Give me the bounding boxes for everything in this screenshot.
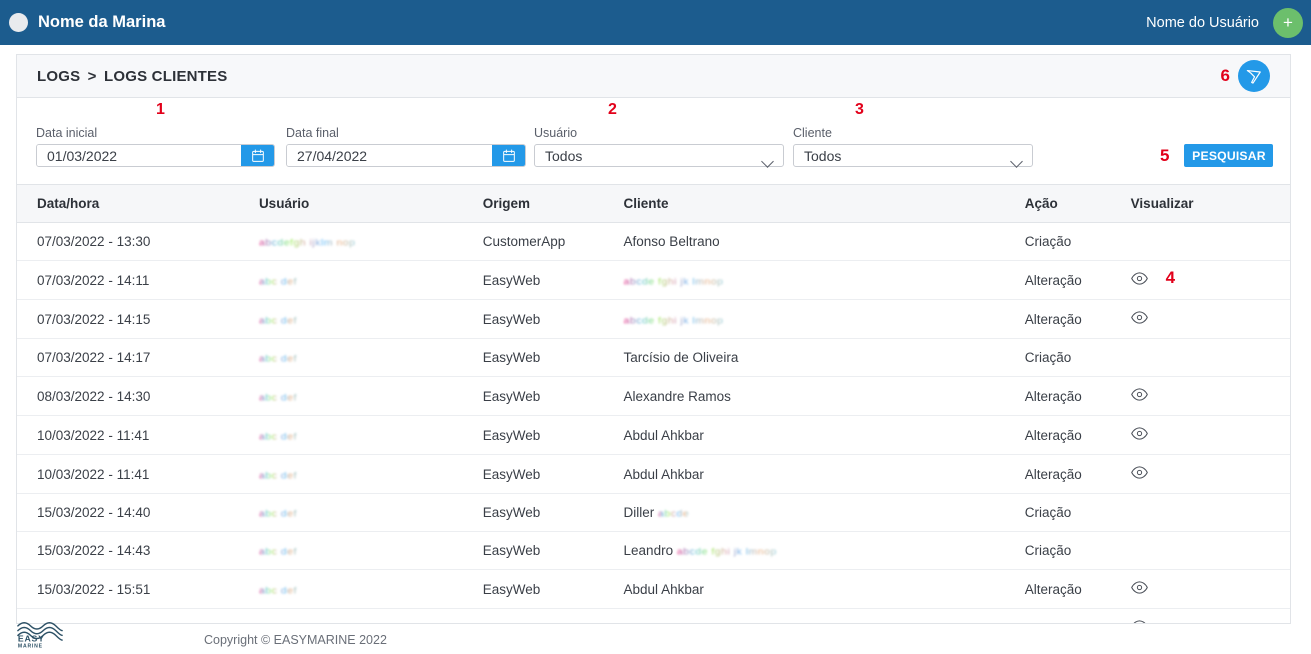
svg-text:MARINE: MARINE xyxy=(18,644,43,648)
svg-text:EASY: EASY xyxy=(18,634,45,644)
